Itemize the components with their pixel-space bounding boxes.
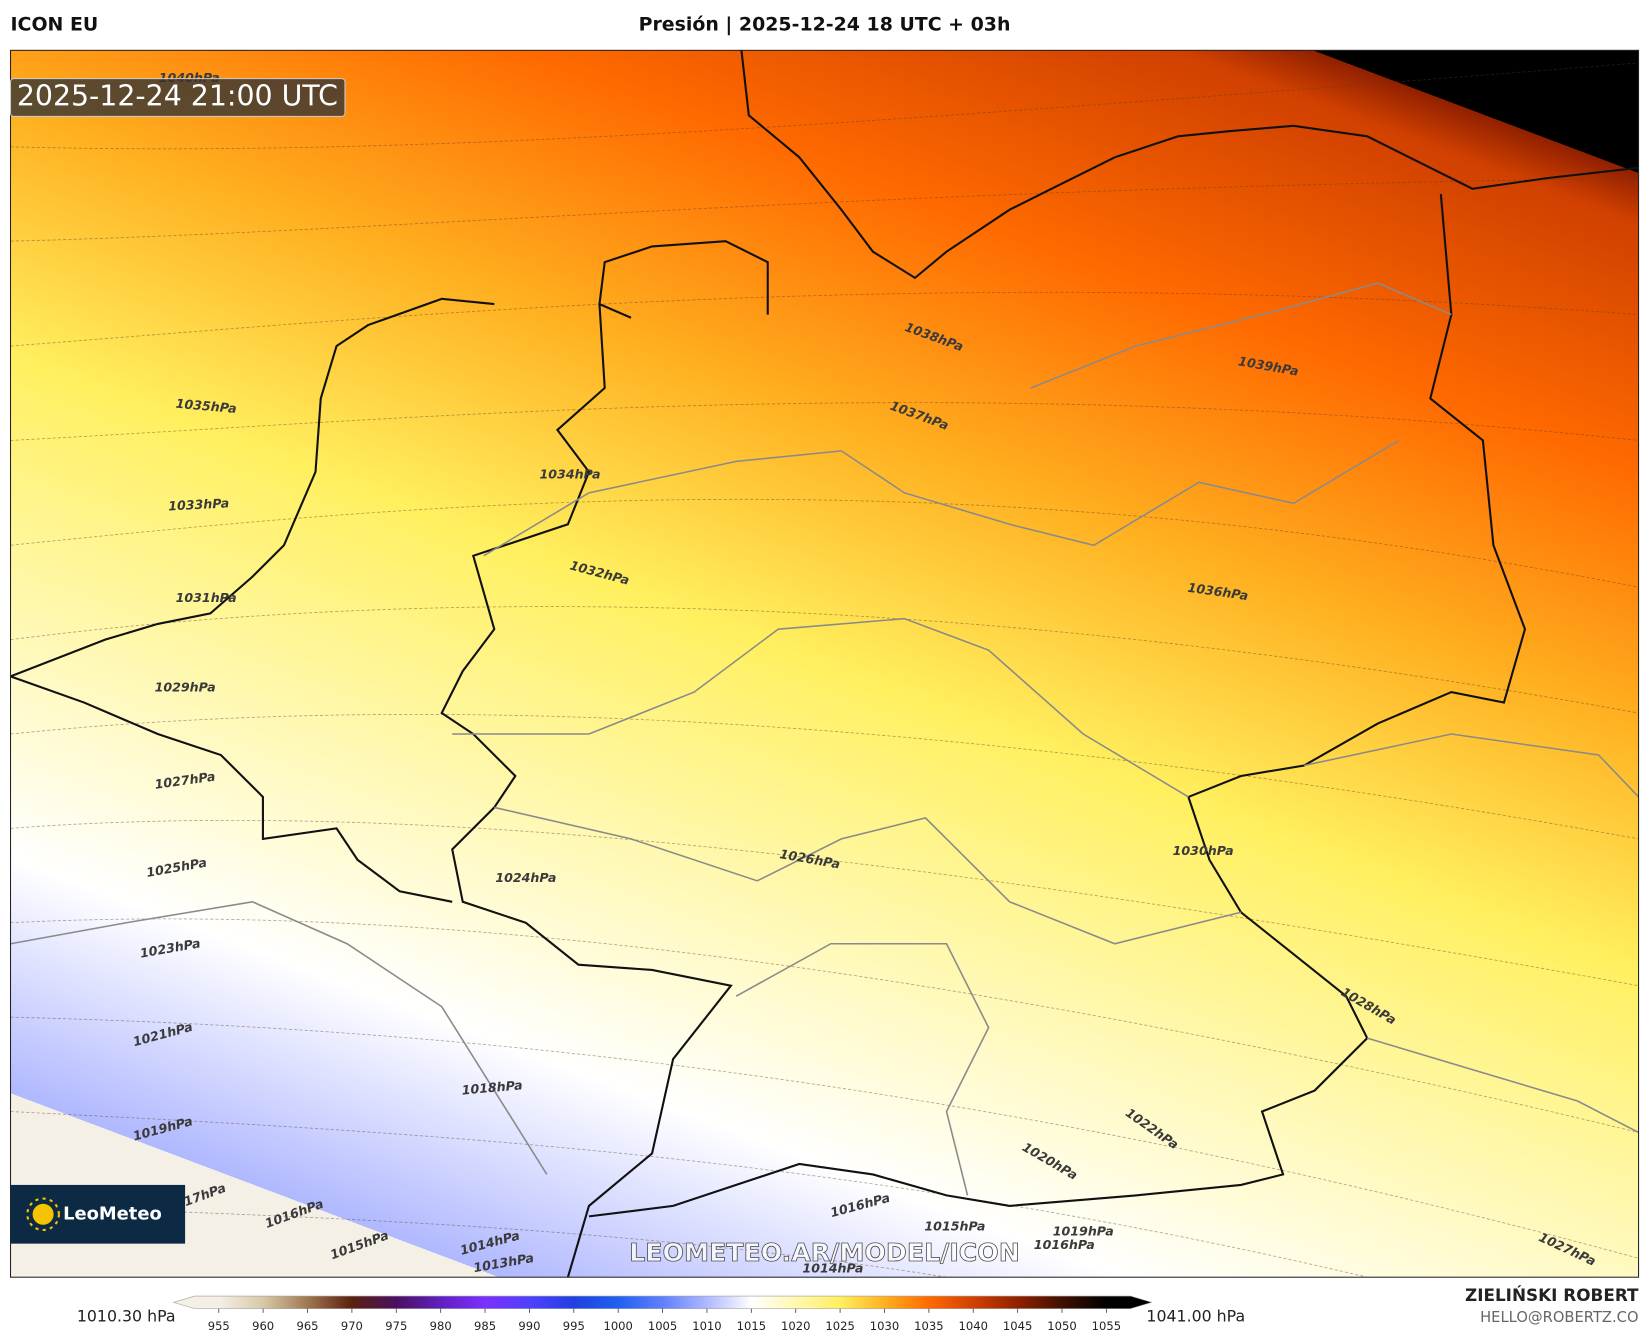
email: HELLO@ROBERTZ.CO	[1480, 1309, 1638, 1326]
colorbar-tick-label: 1000	[603, 1319, 632, 1333]
colorbar-tick-label: 1040	[959, 1319, 988, 1333]
colorbar: 955 960 965 970 975 980 985 990 995 1000 1005 1010 1…	[172, 1295, 1153, 1333]
colorbar-tick-label: 1005	[648, 1319, 677, 1333]
colorbar-tick-label: 985	[474, 1319, 496, 1333]
map-frame	[9, 49, 1640, 1278]
contour-label: 1016hPa	[1034, 1237, 1095, 1252]
colorbar-tick-label: 965	[296, 1319, 318, 1333]
regions	[10, 282, 1639, 1196]
colorbar-tick-label: 960	[252, 1319, 274, 1333]
logo-text: LeoMeteo	[63, 1203, 162, 1224]
colorbar-min: 1010.30 hPa	[77, 1307, 176, 1326]
colorbar-tick-label: 1015	[737, 1319, 766, 1333]
map-title: Presión | 2025-12-24 18 UTC + 03h	[639, 14, 1011, 36]
logo-rays	[26, 1197, 60, 1232]
contour-label: 1035hPa	[175, 396, 237, 416]
contour-label: 1015hPa	[924, 1218, 985, 1233]
contour-label: 1014hPa	[802, 1260, 863, 1275]
map: 1040hPa1035hPa1033hPa1031hPa1029hPa1027h…	[10, 50, 1639, 1278]
colorbar-tick-label: 1010	[692, 1319, 721, 1333]
author: ZIELIŃSKI ROBERT	[1465, 1284, 1639, 1305]
colorbar-tick-label: 1025	[825, 1319, 854, 1333]
colorbar-tick-label: 1045	[1003, 1319, 1032, 1333]
colorbar-tick-label: 995	[563, 1319, 585, 1333]
contour-label: 1019hPa	[1053, 1224, 1114, 1239]
contour-label: 1024hPa	[495, 870, 556, 885]
contour-label: 1030hPa	[1173, 843, 1234, 858]
colorbar-tick-label: 1035	[914, 1319, 943, 1333]
contour-label: 1031hPa	[176, 590, 237, 605]
content: ICON EU Presión | 2025-12-24 18 UTC + 03…	[9, 14, 1640, 1333]
contour-label: 1029hPa	[155, 679, 216, 694]
contour-label: 1033hPa	[168, 495, 230, 513]
colorbar-bar	[172, 1295, 1153, 1309]
timestamp: 2025-12-24 21:00 UTC	[17, 80, 338, 113]
model-name: ICON EU	[11, 14, 99, 36]
watermark: LEOMETEO.AR/MODEL/ICON	[629, 1238, 1020, 1267]
colorbar-tick-label: 955	[208, 1319, 230, 1333]
contour-label: 1034hPa	[539, 467, 600, 482]
colorbar-tick-label: 1020	[781, 1319, 810, 1333]
colorbar-tick-label: 990	[518, 1319, 540, 1333]
colorbar-max: 1041.00 hPa	[1146, 1307, 1245, 1326]
logo-sun	[32, 1203, 54, 1225]
colorbar-tick-label: 1055	[1092, 1319, 1121, 1333]
colorbar-tick-label: 975	[385, 1319, 407, 1333]
colorbar-tick-label: 980	[430, 1319, 452, 1333]
timestamp-box	[9, 78, 346, 117]
contour-label: 1018hPa	[461, 1077, 523, 1097]
colorbar-tick-label: 970	[341, 1319, 363, 1333]
colorbar-tick-label: 1030	[870, 1319, 899, 1333]
pressure-field	[10, 50, 1639, 1278]
borders	[10, 50, 1639, 1278]
colorbar-tick-label: 1050	[1047, 1319, 1076, 1333]
